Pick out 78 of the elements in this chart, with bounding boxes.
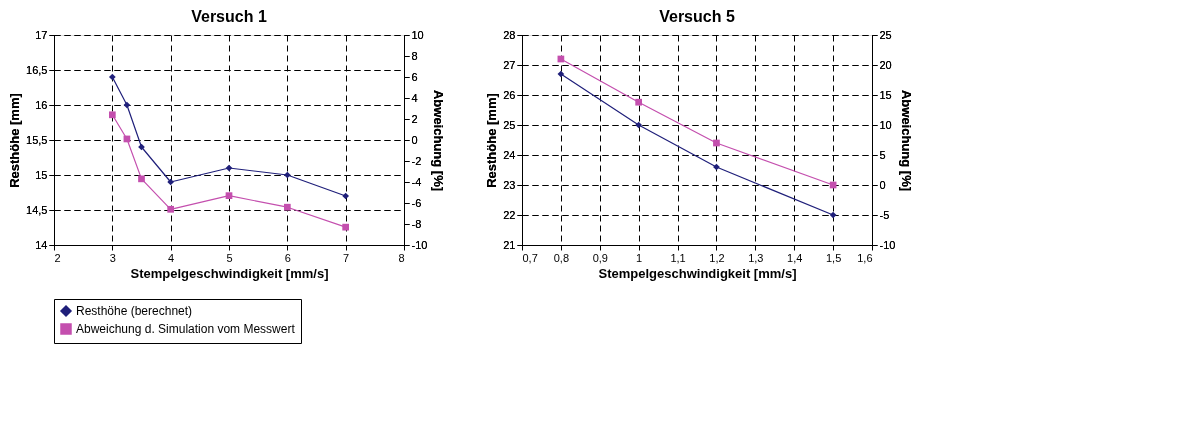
chart-title: Versuch 1 (191, 8, 267, 25)
y2-tick-label: -10 (879, 238, 896, 251)
y2-tick-label: 0 (879, 178, 886, 191)
y2-tick-label: -6 (411, 196, 422, 209)
point (829, 211, 837, 219)
x-tick-label: 6 (284, 251, 291, 264)
y2-tick-label: 8 (411, 49, 418, 62)
x-tick-label: 1,4 (787, 251, 803, 264)
y-tick-label: 21 (503, 238, 516, 251)
y-tick-label: 23 (503, 178, 516, 191)
x-tick-label: 8 (398, 251, 405, 264)
y2-tick-label: -8 (411, 217, 422, 230)
y-tick-label: 14 (35, 238, 48, 251)
x-tick-label: 1,5 (825, 251, 842, 264)
point (225, 192, 233, 199)
point (108, 111, 116, 119)
point (283, 203, 291, 211)
y2-tick-label: 20 (879, 58, 892, 71)
x-axis-title: Stempelgeschwindigkeit [mm/s] (598, 265, 797, 281)
y-tick-label: 25 (503, 118, 516, 131)
legend-label: Resthöhe (berechnet) (76, 304, 193, 318)
y-axis-title: Resthöhe [mm] (7, 93, 23, 188)
point (342, 192, 350, 200)
point (167, 205, 175, 213)
y2-tick-label: 10 (411, 28, 424, 41)
point (557, 70, 565, 78)
x-tick-label: 7 (343, 251, 350, 264)
legend-label: Abweichung d. Simulation vom Messwert (76, 322, 296, 336)
y-tick-label: 22 (503, 208, 516, 221)
point (713, 139, 720, 147)
x-tick-label: 3 (109, 251, 116, 264)
x-tick-label: 0,7 (522, 251, 538, 264)
y2-tick-label: 0 (411, 133, 418, 146)
x-axis-title: Stempelgeschwindigkeit [mm/s] (130, 265, 329, 281)
y-tick-label: 24 (503, 148, 516, 161)
y-tick-label: 16 (35, 98, 48, 111)
x-tick-label: 5 (226, 251, 233, 264)
point (635, 98, 643, 106)
y2-tick-label: -5 (879, 208, 890, 221)
y-tick-label: 14,5 (26, 203, 48, 216)
x-tick-label: 2 (54, 251, 61, 264)
y-tick-label: 15 (35, 168, 48, 181)
y2-tick-label: 4 (411, 91, 418, 104)
x-tick-label: 1,3 (748, 251, 764, 264)
x-tick-label: 4 (168, 251, 175, 264)
x-tick-label: 0,9 (592, 251, 608, 264)
y2-tick-label: 6 (411, 70, 418, 83)
y2-tick-label: 5 (879, 148, 886, 161)
point (123, 101, 131, 109)
point (108, 73, 116, 81)
y-tick-label: 16,5 (26, 63, 48, 76)
point (138, 175, 145, 183)
y2-tick-label: -2 (411, 154, 422, 167)
y2-tick-label: 10 (879, 118, 892, 131)
y-tick-label: 27 (503, 58, 516, 71)
point (283, 171, 291, 179)
x-tick-label: 1,2 (709, 251, 725, 264)
y2-axis-title: Abweichung [%] (431, 89, 447, 192)
point (167, 178, 175, 186)
chart-title: Versuch 5 (659, 8, 735, 25)
y-tick-label: 26 (503, 88, 516, 101)
point (635, 121, 643, 129)
x-tick-label: 0,8 (553, 251, 570, 264)
point (342, 223, 350, 231)
y2-tick-label: 2 (411, 112, 418, 125)
x-tick-label: 1,6 (857, 251, 873, 264)
y2-tick-label: -10 (411, 238, 428, 251)
point (225, 164, 233, 172)
y-tick-label: 28 (503, 28, 516, 41)
y2-tick-label: 15 (879, 88, 892, 101)
y-axis-title: Resthöhe [mm] (484, 93, 500, 188)
y2-tick-label: -4 (411, 175, 422, 188)
y2-axis-title: Abweichung [%] (899, 89, 915, 192)
y2-tick-label: 25 (879, 28, 892, 41)
x-tick-label: 1,1 (670, 251, 686, 264)
x-tick-label: 1 (636, 251, 643, 264)
y-tick-label: 17 (35, 28, 48, 41)
y-tick-label: 15,5 (26, 133, 48, 146)
